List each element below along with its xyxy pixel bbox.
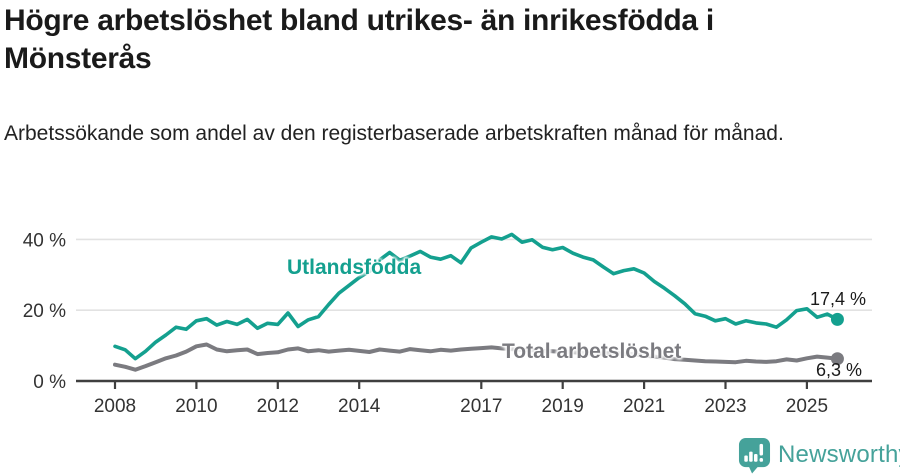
x-tick-label: 2012 [257,396,299,417]
line-total-arbetsl-shet [113,342,840,372]
y-tick-label: 40 % [23,230,66,251]
chart-title: Högre arbetslöshet bland utrikes- än inr… [4,4,714,76]
end-value-total-arbetsloshet: 6,3 % [815,360,862,380]
x-tick-label: 2010 [175,396,217,417]
newsworthy-chart-bubble-icon [738,437,771,473]
series-label-total-arbetsloshet: Total arbetslöshet [502,340,682,363]
x-tick-label: 2019 [542,396,584,417]
plot-area: 2008 2010 2012 2014 2017 2019 2021 2023 2025 0 % 2… [23,230,872,417]
brand-name: Newsworthy [778,441,900,468]
x-tick-label: 2017 [460,396,502,417]
x-tick-label: 2021 [623,396,665,417]
series-label-utlandsfodda: Utlandsfödda [287,256,422,279]
end-dot [830,312,844,326]
line-chart: 2008 2010 2012 2014 2017 2019 2021 2023 2025 0 % 2… [0,200,900,435]
x-tick-label: 2014 [338,396,381,417]
line-utlandsf-dda [113,232,840,361]
y-tick-label: 0 % [33,372,66,393]
newsworthy-logo: Newsworthy [738,437,900,473]
chart-subtitle: Arbetssökande som andel av den registerb… [4,122,784,145]
y-tick-label: 20 % [23,301,66,322]
x-tick-label: 2025 [786,396,828,417]
end-value-utlandsfodda: 17,4 % [809,289,866,309]
x-tick-label: 2023 [704,396,746,417]
x-tick-label: 2008 [94,396,136,417]
end-dot [830,352,844,366]
